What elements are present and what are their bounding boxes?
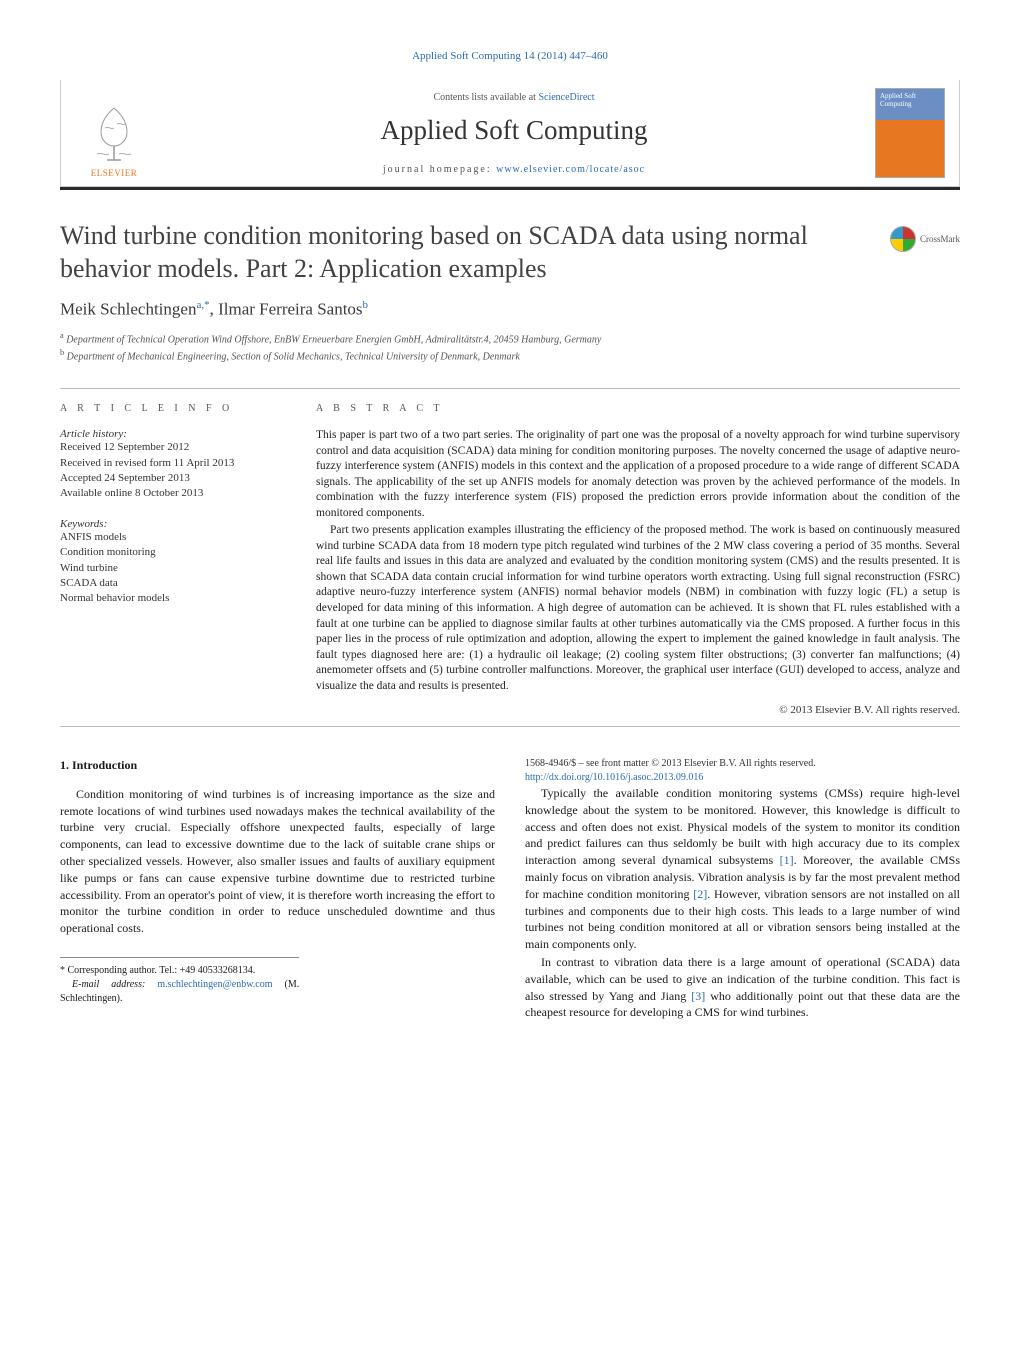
email-link[interactable]: m.schlechtingen@enbw.com <box>157 979 272 990</box>
crossmark-badge[interactable]: CrossMark <box>890 226 960 252</box>
crossmark-icon <box>890 226 916 252</box>
elsevier-logo: ELSEVIER <box>75 88 153 178</box>
authors: Meik Schlechtingena,*, Ilmar Ferreira Sa… <box>60 299 960 320</box>
journal-cover-thumb: Applied Soft Computing <box>875 88 945 178</box>
citation-link[interactable]: [3] <box>691 989 705 1003</box>
footer: 1568-4946/$ – see front matter © 2013 El… <box>525 757 960 785</box>
history-item: Accepted 24 September 2013 <box>60 471 280 486</box>
article-title: Wind turbine condition monitoring based … <box>60 220 840 285</box>
keyword: SCADA data <box>60 576 280 591</box>
elsevier-tree-icon <box>87 104 141 166</box>
elsevier-label: ELSEVIER <box>91 168 138 178</box>
journal-homepage: journal homepage: www.elsevier.com/locat… <box>153 164 875 175</box>
body-paragraph: Condition monitoring of wind turbines is… <box>60 786 495 937</box>
contents-list: Contents lists available at ScienceDirec… <box>153 92 875 103</box>
doi-link[interactable]: http://dx.doi.org/10.1016/j.asoc.2013.09… <box>525 772 703 783</box>
section-heading: 1. Introduction <box>60 757 495 774</box>
history-item: Available online 8 October 2013 <box>60 486 280 501</box>
abstract-heading: a b s t r a c t <box>316 403 960 414</box>
history-item: Received in revised form 11 April 2013 <box>60 456 280 471</box>
body-text: 1. Introduction Condition monitoring of … <box>60 757 960 1021</box>
crossmark-label: CrossMark <box>920 234 960 244</box>
article-info: a r t i c l e i n f o Article history: R… <box>60 388 280 716</box>
keywords-label: Keywords: <box>60 518 280 530</box>
abstract-paragraph: This paper is part two of a two part ser… <box>316 428 960 521</box>
sciencedirect-link[interactable]: ScienceDirect <box>538 92 594 103</box>
history-item: Received 12 September 2012 <box>60 440 280 455</box>
abstract-paragraph: Part two presents application examples i… <box>316 523 960 694</box>
keyword: Normal behavior models <box>60 591 280 606</box>
affiliations: a Department of Technical Operation Wind… <box>60 330 960 365</box>
header-citation: Applied Soft Computing 14 (2014) 447–460 <box>60 50 960 62</box>
journal-homepage-link[interactable]: www.elsevier.com/locate/asoc <box>496 164 645 175</box>
article-info-heading: a r t i c l e i n f o <box>60 403 280 414</box>
abstract-copyright: © 2013 Elsevier B.V. All rights reserved… <box>316 704 960 716</box>
citation-link[interactable]: [2] <box>693 887 707 901</box>
footnotes: * Corresponding author. Tel.: +49 405332… <box>60 957 299 1006</box>
history-label: Article history: <box>60 428 280 440</box>
citation-link[interactable]: [1] <box>780 853 794 867</box>
body-paragraph: Typically the available condition monito… <box>525 785 960 953</box>
body-paragraph: In contrast to vibration data there is a… <box>525 954 960 1021</box>
journal-header: ELSEVIER Contents lists available at Sci… <box>60 80 960 187</box>
abstract: a b s t r a c t This paper is part two o… <box>316 388 960 716</box>
journal-name: Applied Soft Computing <box>153 115 875 146</box>
keyword: ANFIS models <box>60 530 280 545</box>
header-rule <box>60 187 960 190</box>
keyword: Wind turbine <box>60 561 280 576</box>
meta-rule <box>60 726 960 727</box>
keyword: Condition monitoring <box>60 545 280 560</box>
